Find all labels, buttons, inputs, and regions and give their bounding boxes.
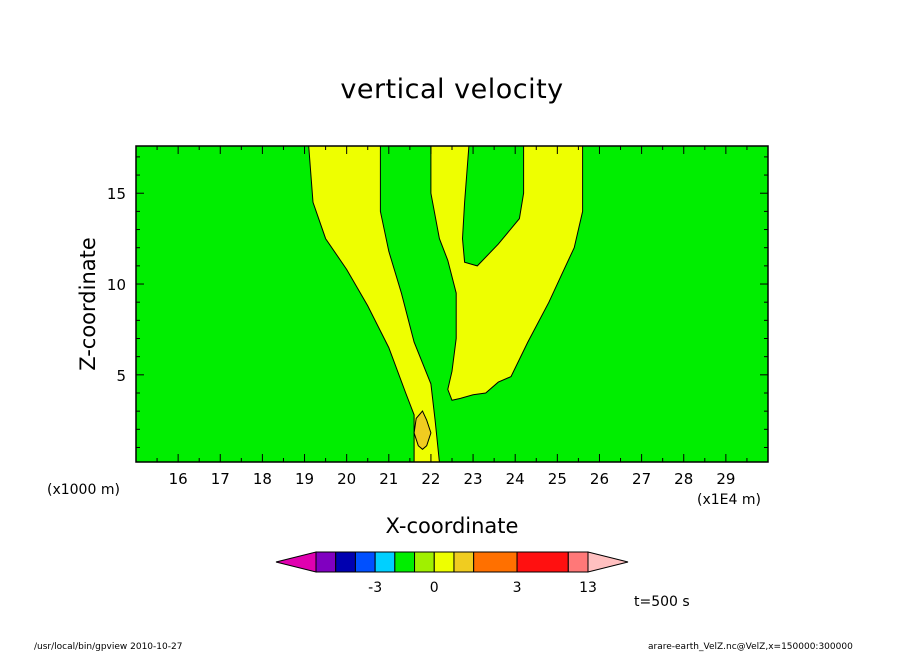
colorbar-tick-label: -3 (368, 580, 382, 596)
colorbar-bin (453, 551, 475, 573)
colorbar-bin (516, 551, 569, 573)
x-tick-label: 22 (421, 470, 440, 488)
x-axis-unit: (x1E4 m) (697, 492, 761, 508)
colorbar-bin (394, 551, 416, 573)
x-axis-label: X-coordinate (385, 514, 519, 538)
x-tick-label: 18 (253, 470, 272, 488)
plot-area (136, 145, 768, 463)
footer-source: arare-earth_VelZ.nc@VelZ,x=150000:300000 (648, 642, 853, 652)
colorbar-low-triangle (275, 551, 317, 573)
footer-command: /usr/local/bin/gpview 2010-10-27 (34, 642, 183, 652)
colorbar-bin (567, 551, 589, 573)
colorbar-bin (335, 551, 356, 573)
contour-region-2 (430, 145, 584, 401)
x-tick-label: 25 (548, 470, 567, 488)
y-tick-label: 5 (116, 367, 126, 385)
colorbar-bin (414, 551, 435, 573)
x-tick-label: 16 (169, 470, 188, 488)
x-tick-label: 29 (716, 470, 735, 488)
axes: 16 17 18 19 20 21 22 23 24 25 26 27 28 29 5 10 15 (107, 145, 769, 488)
x-tick-label: 20 (337, 470, 356, 488)
y-tick-label: 10 (107, 276, 126, 294)
colorbar-bin (354, 551, 376, 573)
colorbar-bin (473, 551, 518, 573)
colorbar-tick-label: 13 (579, 580, 597, 596)
colorbar-tick-label: 3 (513, 580, 522, 596)
chart-title: vertical velocity (340, 74, 564, 105)
colorbar-tick-label: 0 (430, 580, 439, 596)
y-axis-unit: (x1000 m) (47, 482, 120, 498)
x-tick-label: 27 (632, 470, 651, 488)
x-tick-label: 28 (674, 470, 693, 488)
contour-region-3 (413, 410, 432, 450)
x-tick-label: 21 (379, 470, 398, 488)
time-label: t=500 s (634, 594, 690, 610)
x-tick-label: 17 (211, 470, 230, 488)
x-tick-label: 23 (464, 470, 483, 488)
colorbar-bin (374, 551, 396, 573)
y-tick-label: 15 (107, 185, 126, 203)
colorbar-bin (315, 551, 337, 573)
x-tick-label: 19 (295, 470, 314, 488)
colorbar-high-triangle (587, 551, 629, 573)
colorbar: -3 0 3 13 (275, 551, 629, 596)
x-tick-label: 26 (590, 470, 609, 488)
colorbar-bin (433, 551, 455, 573)
x-tick-label: 24 (506, 470, 525, 488)
